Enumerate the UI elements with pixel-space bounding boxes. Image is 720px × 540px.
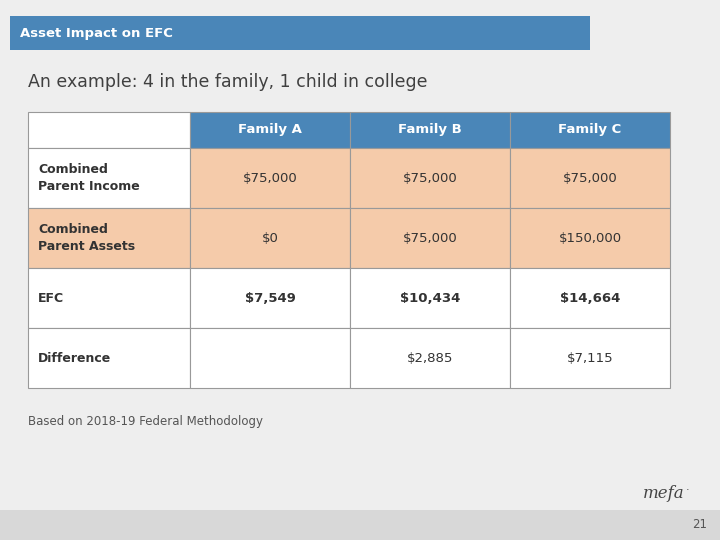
Text: Asset Impact on EFC: Asset Impact on EFC bbox=[20, 26, 173, 39]
Bar bbox=[510, 328, 670, 388]
Text: $75,000: $75,000 bbox=[243, 172, 297, 185]
Text: ·: · bbox=[686, 485, 690, 495]
Bar bbox=[190, 112, 350, 148]
Text: Family A: Family A bbox=[238, 124, 302, 137]
Text: $7,115: $7,115 bbox=[567, 352, 613, 365]
Bar bbox=[350, 328, 510, 388]
Bar bbox=[510, 208, 670, 268]
Bar bbox=[28, 268, 190, 328]
Bar bbox=[510, 148, 670, 208]
Text: $14,664: $14,664 bbox=[560, 292, 620, 305]
Text: $150,000: $150,000 bbox=[559, 232, 621, 245]
Text: $75,000: $75,000 bbox=[402, 232, 457, 245]
Bar bbox=[510, 112, 670, 148]
Text: Combined
Parent Assets: Combined Parent Assets bbox=[38, 223, 135, 253]
Text: $75,000: $75,000 bbox=[562, 172, 617, 185]
Text: $75,000: $75,000 bbox=[402, 172, 457, 185]
Bar bbox=[28, 112, 190, 148]
Text: mefa: mefa bbox=[643, 485, 685, 503]
Text: $10,434: $10,434 bbox=[400, 292, 460, 305]
Bar bbox=[350, 208, 510, 268]
Text: $0: $0 bbox=[261, 232, 279, 245]
Bar bbox=[350, 148, 510, 208]
Bar bbox=[28, 208, 190, 268]
Bar bbox=[190, 328, 350, 388]
Text: Combined
Parent Income: Combined Parent Income bbox=[38, 163, 140, 193]
Text: Family C: Family C bbox=[559, 124, 621, 137]
Text: Difference: Difference bbox=[38, 352, 112, 365]
Bar bbox=[28, 328, 190, 388]
Bar bbox=[0, 510, 720, 540]
Text: 21: 21 bbox=[693, 518, 708, 531]
Text: An example: 4 in the family, 1 child in college: An example: 4 in the family, 1 child in … bbox=[28, 73, 428, 91]
Bar bbox=[190, 268, 350, 328]
Bar bbox=[350, 112, 510, 148]
Text: Based on 2018-19 Federal Methodology: Based on 2018-19 Federal Methodology bbox=[28, 415, 263, 429]
Bar bbox=[10, 16, 590, 50]
Bar bbox=[350, 268, 510, 328]
Text: Family B: Family B bbox=[398, 124, 462, 137]
Text: EFC: EFC bbox=[38, 292, 64, 305]
Bar bbox=[190, 208, 350, 268]
Text: $2,885: $2,885 bbox=[407, 352, 453, 365]
Bar bbox=[190, 148, 350, 208]
Bar bbox=[510, 268, 670, 328]
Text: $7,549: $7,549 bbox=[245, 292, 295, 305]
Bar bbox=[28, 148, 190, 208]
